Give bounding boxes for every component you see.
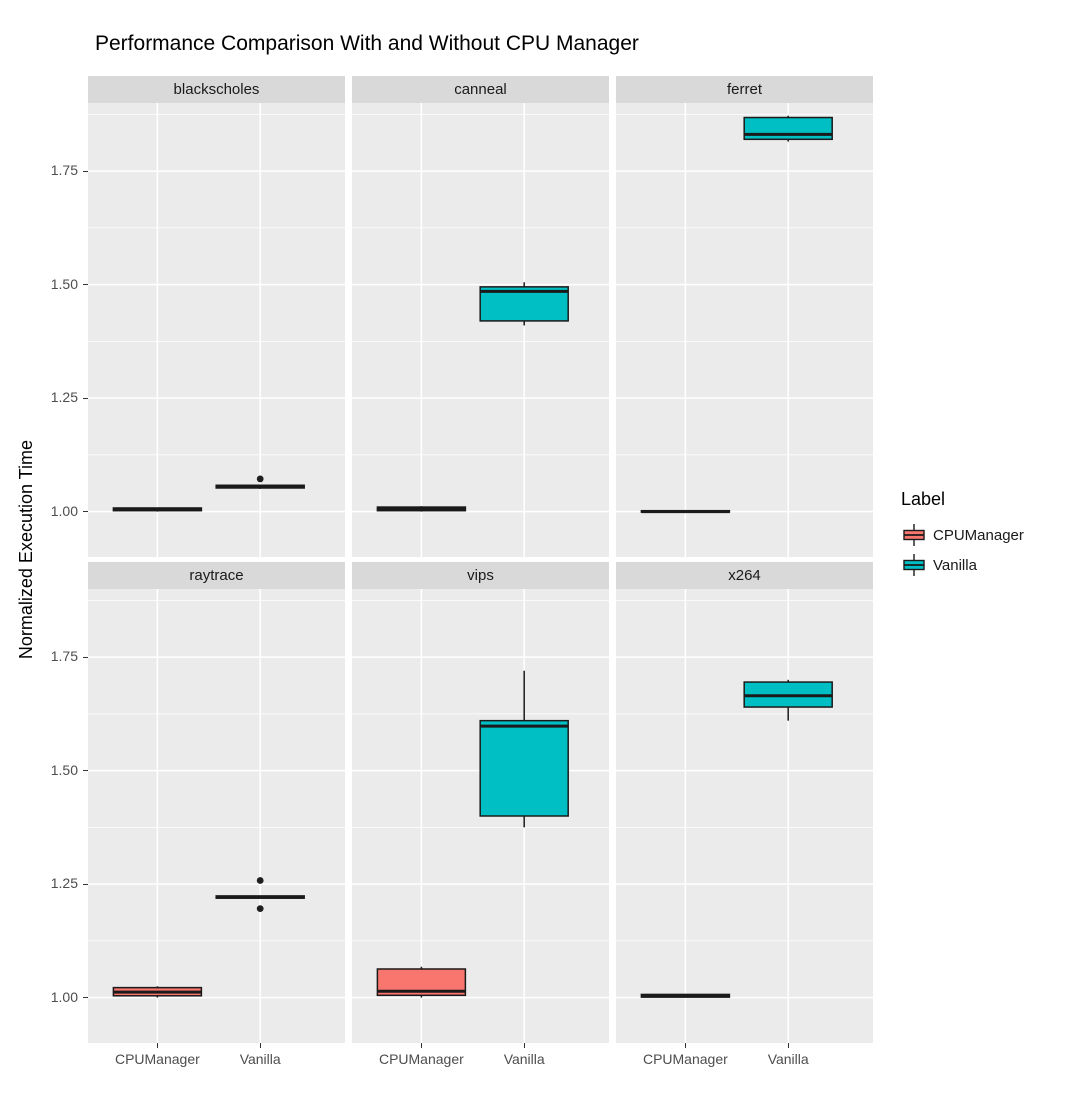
chart-title: Performance Comparison With and Without … [95,32,639,55]
y-tick-mark [83,770,88,772]
facet-canvas-x264 [616,589,873,1043]
x-tick-label-Vanilla: Vanilla [503,1051,545,1067]
outlier-point [256,877,264,884]
y-axis-title: Normalized Execution Time [16,440,36,660]
boxplot-raytrace-CPUManager [112,986,203,998]
legend-entry-Vanilla: Vanilla [901,550,1076,580]
boxplot-blackscholes-Vanilla [215,475,305,489]
facet-strip-vips: vips [352,562,609,589]
y-tick-mark [83,883,88,885]
facet-panel-vips [352,589,609,1043]
x-tick-label-CPUManager: CPUManager [378,1051,464,1067]
x-tick-mark [684,1043,686,1048]
x-tick-label-CPUManager: CPUManager [642,1051,728,1067]
x-tick-mark [787,1043,789,1048]
facet-panel-canneal [352,103,609,557]
legend: Label CPUManager Vanilla [901,489,1076,580]
legend-label-CPUManager: CPUManager [933,526,1024,544]
y-tick-label-row1-1.75: 1.75 [50,648,78,665]
facet-panel-ferret [616,103,873,557]
boxplot-blackscholes-CPUManager [112,507,203,512]
outlier-point [256,475,264,483]
x-tick-label-CPUManager: CPUManager [114,1051,200,1067]
x-tick-mark [156,1043,158,1048]
outlier-point [256,905,264,913]
x-tick-label-Vanilla: Vanilla [239,1051,281,1067]
boxplot-x264-CPUManager [640,993,731,998]
y-tick-mark [83,656,88,658]
facet-strip-ferret: ferret [616,76,873,103]
boxplot-raytrace-Vanilla [215,877,305,913]
facet-panel-blackscholes [88,103,345,557]
legend-key-CPUManager [903,524,925,546]
facet-canvas-blackscholes [88,103,345,557]
y-tick-label-row0-1.50: 1.50 [50,275,78,292]
facet-strip-blackscholes: blackscholes [88,76,345,103]
boxplot-canneal-CPUManager [376,506,467,512]
legend-label-Vanilla: Vanilla [933,556,977,574]
y-tick-label-row1-1.00: 1.00 [50,988,78,1005]
y-tick-mark [83,397,88,399]
facet-strip-raytrace: raytrace [88,562,345,589]
x-tick-mark [420,1043,422,1048]
y-tick-label-row0-1.00: 1.00 [50,502,78,519]
legend-entry-CPUManager: CPUManager [901,520,1076,550]
facet-canvas-vips [352,589,609,1043]
facet-strip-x264: x264 [616,562,873,589]
legend-entries: CPUManager Vanilla [901,520,1076,580]
x-tick-mark [523,1043,525,1048]
facet-panel-raytrace [88,589,345,1043]
y-tick-mark [83,997,88,999]
facet-panel-x264 [616,589,873,1043]
y-tick-mark [83,511,88,513]
facet-strip-canneal: canneal [352,76,609,103]
facet-canvas-raytrace [88,589,345,1043]
facet-canvas-canneal [352,103,609,557]
facet-canvas-ferret [616,103,873,557]
y-tick-label-row1-1.50: 1.50 [50,761,78,778]
y-tick-mark [83,170,88,172]
x-tick-mark [259,1043,261,1048]
boxplot-ferret-CPUManager [640,509,731,514]
y-tick-label-row0-1.75: 1.75 [50,162,78,179]
boxplot-vips-Vanilla [479,670,569,828]
y-tick-label-row1-1.25: 1.25 [50,875,78,892]
y-tick-mark [83,284,88,286]
x-tick-label-Vanilla: Vanilla [767,1051,809,1067]
legend-key-Vanilla [903,554,925,576]
legend-title: Label [901,489,946,509]
y-tick-label-row0-1.25: 1.25 [50,389,78,406]
boxplot-vips-CPUManager [376,966,467,998]
boxplot-x264-Vanilla [743,679,833,721]
boxplot-canneal-Vanilla [479,282,569,326]
boxplot-ferret-Vanilla [743,115,833,142]
